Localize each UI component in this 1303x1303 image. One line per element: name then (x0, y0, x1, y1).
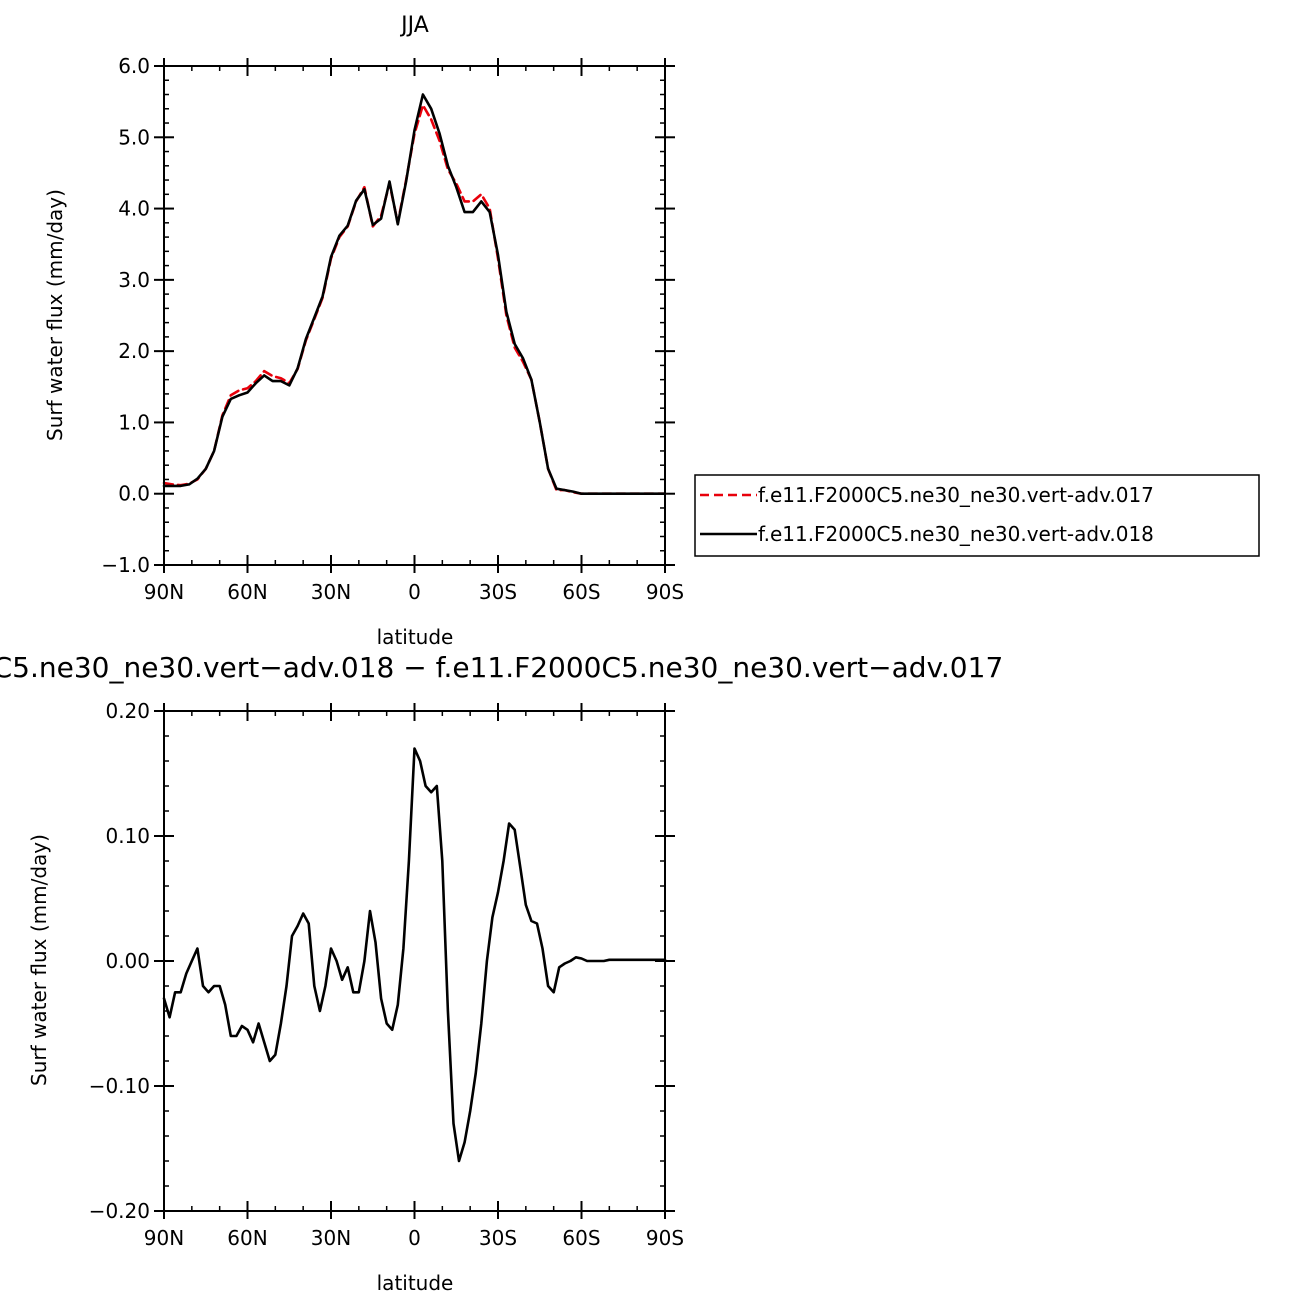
top-x-tick-label: 0 (408, 580, 421, 604)
bottom-x-tick-label: 60S (562, 1226, 600, 1250)
top-panel-title: JJA (399, 13, 429, 38)
top-y-tick-label: 5.0 (118, 125, 150, 149)
legend-label-018: f.e11.F2000C5.ne30_ne30.vert-adv.018 (758, 522, 1154, 546)
bottom-x-tick-label: 30N (311, 1226, 351, 1250)
top-x-tick-label: 60N (227, 580, 267, 604)
top-y-tick-label: 0.0 (118, 482, 150, 506)
top-panel-x-axis-label: latitude (377, 625, 454, 649)
top-y-tick-label: 6.0 (118, 54, 150, 78)
bottom-panel-axes: 90N 60N 30N 0 30S 60S 90S −0.20 −0.10 0.00 0.10 0.2… (89, 699, 684, 1250)
top-x-tick-label: 30S (479, 580, 517, 604)
top-panel-series-group (162, 93, 667, 495)
bottom-panel-series-group (162, 747, 667, 1163)
top-y-tick-label: 4.0 (118, 197, 150, 221)
top-y-tick-label: −1.0 (101, 553, 150, 577)
top-x-tick-label: 60S (562, 580, 600, 604)
top-panel-frame (163, 65, 666, 566)
top-x-tick-label: 90S (646, 580, 684, 604)
bottom-x-tick-label: 90N (144, 1226, 184, 1250)
bottom-y-tick-label: −0.10 (89, 1074, 150, 1098)
bottom-x-tick-label: 30S (479, 1226, 517, 1250)
top-panel: JJA Surf water flux (mm/day) latitude 90… (43, 13, 684, 649)
bottom-y-tick-label: 0.20 (105, 699, 150, 723)
bottom-x-tick-label: 90S (646, 1226, 684, 1250)
top-x-tick-label: 30N (311, 580, 351, 604)
top-panel-y-axis-label: Surf water flux (mm/day) (43, 189, 67, 441)
bottom-x-tick-label: 60N (227, 1226, 267, 1250)
legend: f.e11.F2000C5.ne30_ne30.vert-adv.017 f.e… (694, 474, 1260, 557)
top-y-tick-label: 2.0 (118, 339, 150, 363)
bottom-y-tick-label: 0.00 (105, 949, 150, 973)
top-panel-axes: 90N 60N 30N 0 30S 60S 90S −1.0 0.0 1.0 2.0 3.0 4.0 5.… (101, 54, 684, 604)
bottom-panel-frame (163, 710, 666, 1212)
bottom-y-tick-label: 0.10 (105, 824, 150, 848)
bottom-panel-y-axis-label: Surf water flux (mm/day) (27, 834, 51, 1086)
bottom-panel-title: f.e11.F2000C5.ne30_ne30.vert−adv.018 − f… (0, 651, 1003, 684)
bottom-x-tick-label: 0 (408, 1226, 421, 1250)
bottom-panel-x-axis-label: latitude (377, 1271, 454, 1295)
top-series-line-1 (162, 103, 667, 495)
top-series-line-2 (162, 93, 667, 495)
bottom-y-tick-label: −0.20 (89, 1199, 150, 1223)
legend-box (694, 474, 1260, 557)
top-y-tick-label: 1.0 (118, 410, 150, 434)
bottom-panel: f.e11.F2000C5.ne30_ne30.vert−adv.018 − f… (0, 651, 1003, 1295)
bottom-series-line-1 (162, 747, 667, 1163)
legend-label-017: f.e11.F2000C5.ne30_ne30.vert-adv.017 (758, 483, 1154, 507)
top-x-tick-label: 90N (144, 580, 184, 604)
top-y-tick-label: 3.0 (118, 268, 150, 292)
